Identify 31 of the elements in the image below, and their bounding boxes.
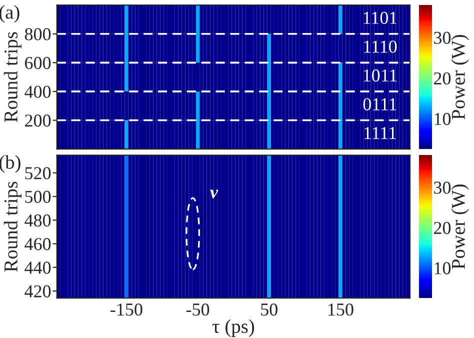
annotation: 1011 (364, 69, 397, 82)
y-tick-label: 500 (25, 190, 51, 203)
color-bar-label: 10 (434, 112, 451, 126)
annotation: 1111 (364, 127, 396, 139)
annotation: 1110 (364, 40, 397, 53)
y-tick-label: 420 (24, 285, 51, 298)
y-tick-label: 600 (25, 56, 51, 70)
color-bar-label: 30 (434, 182, 451, 194)
y-tick-label: 440 (24, 262, 51, 274)
y-tick-label: 480 (24, 214, 51, 227)
y-tick-label: 400 (24, 86, 51, 98)
annotation: 1101 (364, 12, 397, 24)
x-tick-label: 50 (261, 304, 278, 316)
color-bar-title: Power (W) (451, 184, 469, 269)
color-bar-title: Power (W) (451, 34, 469, 120)
x-axis-title: τ (ps) (212, 319, 254, 337)
x-tick-label: 150 (328, 304, 354, 316)
color-bar-label: 20 (434, 222, 451, 234)
y-tick-label: 200 (25, 114, 51, 127)
color-bar-label: 10 (434, 262, 451, 274)
y-tick-label: 800 (24, 28, 51, 40)
y-axis-title: Round trips (4, 32, 22, 122)
y-axis-title: Round trips (4, 182, 22, 272)
y-tick-label: 460 (24, 238, 51, 250)
annotation: ν (210, 190, 218, 198)
annotation: 0111 (363, 98, 396, 110)
y-tick-label: 520 (25, 167, 51, 180)
x-tick-label: -150 (110, 304, 142, 316)
color-bar-label: 20 (434, 72, 451, 85)
x-tick-label: -50 (186, 304, 210, 316)
color-bar-label: 30 (434, 32, 451, 44)
